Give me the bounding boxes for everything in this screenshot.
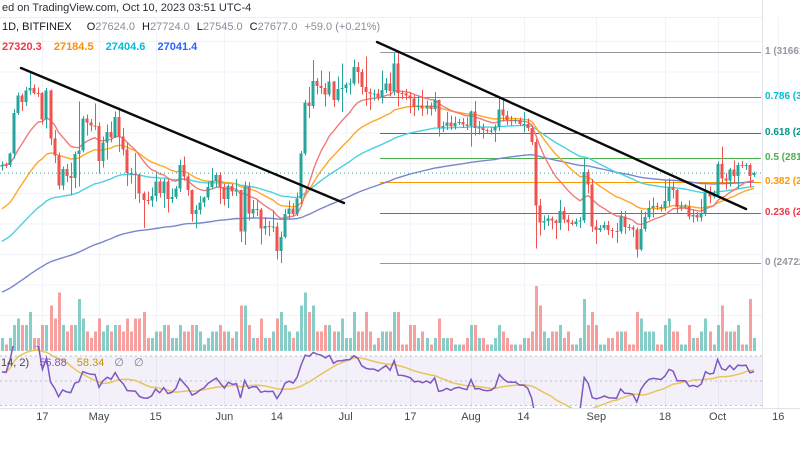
x-axis-label: 14 [270,411,284,423]
fib-level-label: 1 (31661. [765,46,800,57]
open-label: O [86,21,96,33]
ma-value-orange: 27184.5 [53,41,94,53]
x-axis-label: 17 [404,411,417,423]
ma-value-cyan: 27404.6 [105,41,146,53]
fib-level-label: 0.236 (26 [765,207,800,219]
x-axis-label: Oct [709,411,727,423]
fib-level-label: 0.618 (29 [765,126,800,138]
rsi-params: 14, 2) [1,357,30,369]
x-axis-label: Jun [215,411,234,423]
x-axis-label: Sep [586,411,607,423]
x-axis-label: Jul [338,411,353,423]
ma-values-legend[interactable]: 27320.3 27184.5 27404.6 27041.4 [2,41,206,53]
change-value: +59.0 (+0.21%) [304,21,381,33]
low-value: 27545.0 [202,21,243,33]
open-value: 27624.0 [95,21,136,33]
x-axis-label: 17 [36,411,49,423]
close-value: 27677.0 [257,21,298,33]
close-label: C [249,21,258,33]
x-axis-label: 16 [772,411,785,423]
rsi-empty-slot: ∅ [114,357,124,369]
rsi-legend[interactable]: 14, 2) 56.88 58.34 ∅ ∅ [1,356,151,369]
rsi-signal-value: 58.34 [76,357,105,369]
x-axis-label: 15 [149,411,162,423]
rsi-main-value: 56.88 [39,357,67,369]
fib-level-label: 0 (24722. [765,257,800,268]
rsi-empty-slot: ∅ [134,357,144,369]
symbol-ohlc-legend[interactable]: 1D, BITFINEX O27624.0 H27724.0 L27545.0 C276… [2,21,380,33]
symbol-timeframe-exchange: 1D, BITFINEX [2,21,72,33]
fib-level-label: 0.382 (27 [765,176,800,188]
ma-value-blue: 27041.4 [157,41,198,53]
x-axis-label: 18 [658,411,672,423]
fib-level-label: 0.786 (30 [765,91,800,103]
x-axis-label: 14 [517,411,530,423]
x-axis-label: May [88,411,110,423]
fib-level-label: 0.5 (2819 [765,151,800,163]
high-value: 27724.0 [149,21,190,33]
x-axis-label: Aug [461,411,481,423]
ma-value-red: 27320.3 [2,41,42,53]
publish-attribution: ed on TradingView.com, Oct 10, 2023 03:5… [2,2,252,14]
low-label: L [196,21,203,33]
high-label: H [142,21,150,33]
